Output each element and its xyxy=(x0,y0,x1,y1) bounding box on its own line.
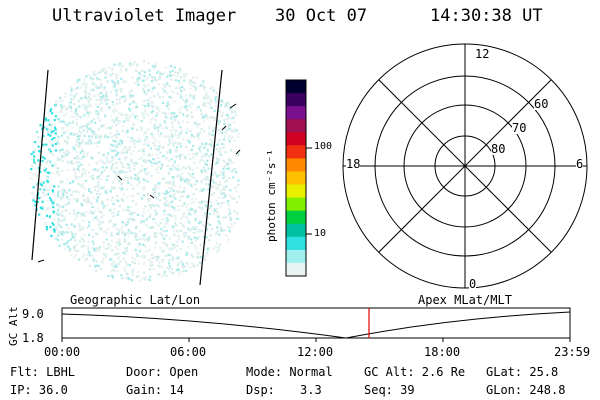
timeline-frame xyxy=(61,307,571,339)
colorbar-frame xyxy=(285,79,307,277)
polar-label-right: 6 xyxy=(576,157,584,171)
colorbar-segment xyxy=(286,119,306,133)
timeline-right-title: Apex MLat/MLT xyxy=(418,293,512,307)
status-gain: Gain: 14 xyxy=(126,383,184,397)
colorbar-segment xyxy=(286,93,306,107)
observation-time: 14:30:38 UT xyxy=(430,6,543,26)
status-mode: Mode: Normal xyxy=(246,365,333,379)
status-dsp-value: 3.3 xyxy=(300,383,322,397)
polar-label-bottom: 0 xyxy=(469,277,477,291)
colorbar-segment xyxy=(286,132,306,146)
ring-label-80: 80 xyxy=(491,142,506,156)
geo-boundary-line-right xyxy=(199,69,223,286)
polar-label-left: 18 xyxy=(346,157,361,171)
timeline-x-ticks xyxy=(61,338,571,342)
polar-label-top: 12 xyxy=(475,47,490,61)
colorbar-segment xyxy=(286,171,306,186)
colorbar-segment xyxy=(286,197,306,212)
colorbar-segment xyxy=(286,158,306,172)
colorbar-segment xyxy=(286,249,306,264)
timeline-x-tick-1200: 12:00 xyxy=(297,345,334,359)
timeline-y-tick-bottom: 1.8 xyxy=(22,331,44,345)
coastline-fragments xyxy=(37,103,241,263)
timeline-x-tick-2359: 23:59 xyxy=(554,345,591,359)
colorbar-segment xyxy=(286,145,306,159)
timeline-x-tick-1800: 18:00 xyxy=(424,345,461,359)
ring-label-60: 60 xyxy=(534,97,549,111)
colorbar-segment xyxy=(286,262,306,277)
colorbar-segment xyxy=(286,223,306,238)
status-glon: GLon: 248.8 xyxy=(486,383,566,397)
colorbar-tick-label-10: 10 xyxy=(314,228,327,239)
colorbar-segment xyxy=(286,210,306,225)
colorbar-segment xyxy=(286,184,306,199)
colorbar-segment xyxy=(286,106,306,120)
timeline-x-tick-0000: 00:00 xyxy=(44,345,81,359)
altitude-curve xyxy=(61,311,571,339)
polar-diagonal-2 xyxy=(378,79,552,253)
status-dsp-label: Dsp: xyxy=(246,383,275,397)
status-filter: Flt: LBHL xyxy=(10,365,76,379)
observation-date: 30 Oct 07 xyxy=(275,6,368,26)
timeline-left-title: Geographic Lat/Lon xyxy=(70,293,201,307)
status-door: Door: Open xyxy=(126,365,199,379)
timeline-y-tick-top: 9.0 xyxy=(22,307,44,321)
instrument-title: Ultraviolet Imager xyxy=(52,6,237,26)
colorbar-segment xyxy=(286,236,306,251)
status-ip: IP: 36.0 xyxy=(10,383,68,397)
colorbar-segment xyxy=(286,80,306,94)
status-glat: GLat: 25.8 xyxy=(486,365,559,379)
status-seq: Seq: 39 xyxy=(364,383,415,397)
timeline-x-tick-0600: 06:00 xyxy=(170,345,207,359)
status-gc-alt: GC Alt: 2.6 Re xyxy=(364,365,466,379)
colorbar-tick-label-100: 100 xyxy=(314,141,333,152)
geo-boundary-line-left xyxy=(31,69,49,261)
ring-label-70: 70 xyxy=(512,121,527,135)
